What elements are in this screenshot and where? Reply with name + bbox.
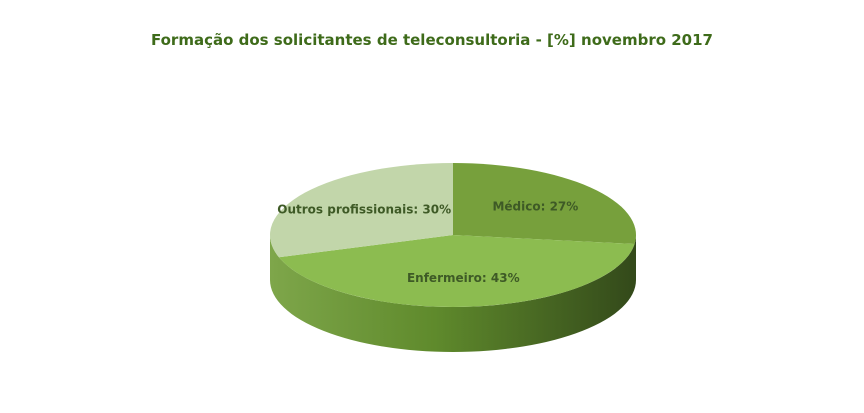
pie-slice-enfermeiro <box>278 235 635 308</box>
pie-slice-outros-profissionais <box>270 163 453 258</box>
data-label-outros-profissionais: Outros profissionais: 30% <box>277 203 451 217</box>
data-label-enfermeiro: Enfermeiro: 43% <box>407 271 520 285</box>
data-label-medico: Médico: 27% <box>492 199 578 213</box>
pie-slice-medico <box>453 163 637 245</box>
pie-side-wall <box>270 235 636 352</box>
chart-title: Formação dos solicitantes de teleconsult… <box>150 31 713 49</box>
